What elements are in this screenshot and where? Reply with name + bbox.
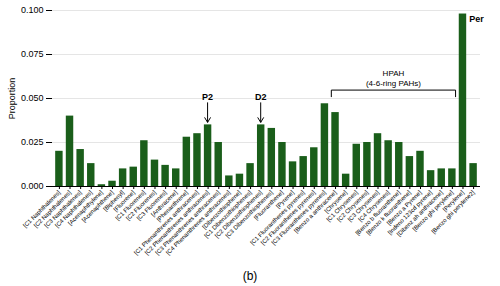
svg-text:[C4 Phenanthrenes anthracenes]: [C4 Phenanthrenes anthracenes] bbox=[164, 189, 232, 256]
svg-text:Per: Per bbox=[469, 14, 484, 24]
svg-text:[Phenanthrene]: [Phenanthrene] bbox=[155, 189, 189, 223]
svg-text:[Benzo a anthracene]: [Benzo a anthracene] bbox=[293, 189, 338, 234]
svg-text:[C3 Phenanthrenes anthracenes]: [C3 Phenanthrenes anthracenes] bbox=[154, 189, 221, 256]
svg-text:[Benzo ghi perylene]: [Benzo ghi perylene] bbox=[411, 189, 454, 232]
svg-text:[Anthracene]: [Anthracene] bbox=[150, 189, 179, 218]
svg-text:[Benzo k fluoranthene]: [Benzo k fluoranthene] bbox=[365, 189, 412, 236]
svg-text:[C1 Fluorenes]: [C1 Fluorenes] bbox=[114, 189, 147, 222]
svg-text:[C2 Chrysenes]: [C2 Chrysenes] bbox=[336, 189, 370, 223]
svg-text:[Chrysene]: [Chrysene] bbox=[323, 189, 349, 215]
svg-text:[C4 Chrysenes]: [C4 Chrysenes] bbox=[357, 189, 391, 223]
svg-text:0.000: 0.000 bbox=[21, 181, 44, 191]
svg-text:[C3 Fluorenes]: [C3 Fluorenes] bbox=[135, 189, 168, 222]
svg-text:[C1 Naphthalenes]: [C1 Naphthalenes] bbox=[22, 189, 62, 229]
svg-text:0.075: 0.075 bbox=[21, 49, 44, 59]
svg-text:[C2 Fluorenes]: [C2 Fluorenes] bbox=[125, 189, 158, 222]
svg-text:[C3 Naphthalenes]: [C3 Naphthalenes] bbox=[43, 189, 83, 229]
svg-text:[C2 Phenanthrenes anthracenes]: [C2 Phenanthrenes anthracenes] bbox=[143, 189, 211, 256]
svg-text:[C2 Naphthalenes]: [C2 Naphthalenes] bbox=[32, 189, 73, 229]
svg-text:[Fluorene]: [Fluorene] bbox=[112, 189, 136, 213]
svg-text:[C4 Naphthalenes]: [C4 Naphthalenes] bbox=[53, 189, 94, 229]
svg-text:[C3 Fluoranthenes pyrenes]: [C3 Fluoranthenes pyrenes] bbox=[270, 189, 327, 246]
svg-text:HPAH(4-6-ring PAHs): HPAH(4-6-ring PAHs) bbox=[366, 69, 421, 88]
svg-text:[C1 Chrysenes]: [C1 Chrysenes] bbox=[325, 189, 359, 223]
svg-text:[C3 Chrysenes]: [C3 Chrysenes] bbox=[346, 189, 381, 223]
svg-text:[Perylene]: [Perylene] bbox=[441, 189, 465, 213]
svg-text:[C2 Fluoranthenes pyrenes]: [C2 Fluoranthenes pyrenes] bbox=[259, 189, 317, 246]
svg-text:[Biphenyl]: [Biphenyl] bbox=[102, 189, 126, 213]
svg-text:[Fluoranthene]: [Fluoranthene] bbox=[252, 189, 285, 221]
svg-text:0.050: 0.050 bbox=[21, 93, 44, 103]
svg-text:[Dibenz ah anthracene]: [Dibenz ah anthracene] bbox=[395, 189, 444, 238]
svg-text:[Pyrene]: [Pyrene] bbox=[275, 189, 296, 210]
svg-text:P2: P2 bbox=[202, 92, 213, 102]
svg-text:D2: D2 bbox=[255, 92, 267, 102]
html-text:(b): (b) bbox=[242, 269, 258, 283]
svg-text:0.025: 0.025 bbox=[21, 137, 44, 147]
svg-text:[Benzo a Pyrene]: [Benzo a Pyrene] bbox=[385, 189, 423, 227]
svg-text:[C3 Dibenzothiophenes]: [C3 Dibenzothiophenes] bbox=[224, 189, 274, 239]
svg-text:[Benzo b fluoranthene]: [Benzo b fluoranthene] bbox=[354, 189, 402, 237]
svg-text:[Indeno 123cd pyrene]: [Indeno 123cd pyrene] bbox=[386, 189, 434, 236]
svg-text:[Acenaphthene]: [Acenaphthene] bbox=[80, 189, 115, 224]
svg-text:[Benzo ghi perylene2]: [Benzo ghi perylene2] bbox=[430, 189, 476, 235]
svg-text:Proportion: Proportion bbox=[7, 78, 17, 120]
svg-text:[C1 Phenanthrenes anthracenes]: [C1 Phenanthrenes anthracenes] bbox=[133, 189, 200, 256]
svg-text:[C2 Dibenzothiophenes]: [C2 Dibenzothiophenes] bbox=[213, 189, 264, 239]
svg-text:[C1 Fluoranthenes pyrenes]: [C1 Fluoranthenes pyrenes] bbox=[249, 189, 306, 246]
svg-text:[Dibenzothiophene]: [Dibenzothiophene] bbox=[201, 189, 242, 231]
svg-text:[Acenaphthylene]: [Acenaphthylene] bbox=[66, 189, 104, 227]
svg-text:[C1 Dibenzothiophenes]: [C1 Dibenzothiophenes] bbox=[203, 189, 253, 239]
svg-text:0.100: 0.100 bbox=[21, 5, 44, 15]
